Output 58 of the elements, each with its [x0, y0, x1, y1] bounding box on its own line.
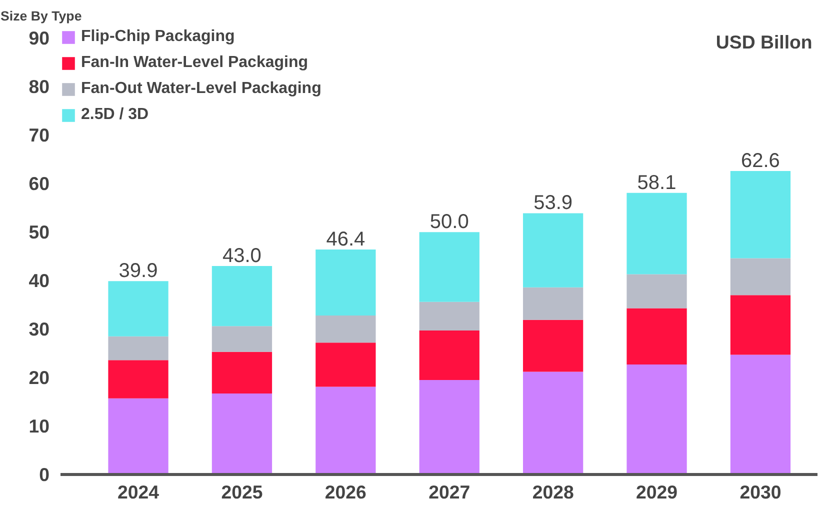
y-tick-label: 0: [39, 464, 50, 485]
bar: [419, 330, 480, 380]
legend-label: 2.5D / 3D: [81, 106, 149, 124]
total-label: 39.9: [118, 260, 158, 282]
y-tick-label: 90: [28, 28, 50, 49]
bar: [108, 360, 168, 398]
y-tick-label: 10: [28, 416, 50, 437]
bar: [626, 192, 687, 274]
bar: [316, 250, 376, 316]
x-tick-label: 2027: [428, 482, 470, 502]
y-tick-label: 20: [28, 367, 50, 388]
y-tick-label: 30: [28, 318, 50, 340]
bar: [730, 354, 791, 474]
bar: [522, 287, 584, 320]
bar: [108, 336, 168, 360]
x-tick-label: 2028: [532, 482, 574, 502]
x-tick-label: 2030: [740, 482, 782, 502]
bar: [626, 274, 687, 308]
bar: [419, 232, 480, 302]
bar: [212, 326, 272, 352]
legend-label: Flip-Chip Packaging: [81, 28, 235, 46]
legend-label: Fan-In Water-Level Packaging: [81, 54, 308, 72]
bar: [730, 295, 791, 355]
bar: [626, 308, 687, 364]
bar: [419, 380, 480, 474]
bar: [212, 352, 272, 394]
chart-title: Size By Type: [0, 8, 82, 24]
bar: [730, 171, 791, 258]
y-tick-label: 80: [28, 76, 50, 98]
bar: [108, 281, 168, 336]
y-tick-label: 60: [28, 173, 50, 194]
bar: [730, 258, 791, 296]
total-label: 50.0: [430, 211, 469, 234]
y-tick-label: 70: [28, 124, 50, 146]
bar: [419, 302, 480, 331]
bar: [522, 372, 584, 474]
bar: [212, 394, 272, 474]
total-label: 53.9: [534, 192, 573, 214]
bar: [108, 398, 168, 474]
y-tick-label: 40: [28, 270, 50, 292]
x-tick-label: 2026: [324, 482, 366, 502]
total-label: 58.1: [637, 172, 676, 194]
bar: [212, 266, 272, 326]
bar: [316, 315, 376, 343]
bar: [316, 342, 376, 387]
x-tick-label: 2024: [118, 482, 160, 502]
x-tick-label: 2029: [636, 482, 678, 502]
legend-label: Fan-Out Water-Level Packaging: [81, 80, 322, 98]
bar: [522, 213, 584, 288]
total-label: 46.4: [326, 228, 366, 251]
y-tick-label: 50: [28, 222, 50, 243]
x-tick-label: 2025: [221, 482, 263, 502]
annotation: USD Billon: [716, 32, 812, 53]
bar: [522, 320, 584, 372]
total-label: 62.6: [741, 150, 780, 172]
total-label: 43.0: [222, 245, 262, 268]
bar: [316, 386, 376, 474]
bar: [626, 364, 687, 474]
